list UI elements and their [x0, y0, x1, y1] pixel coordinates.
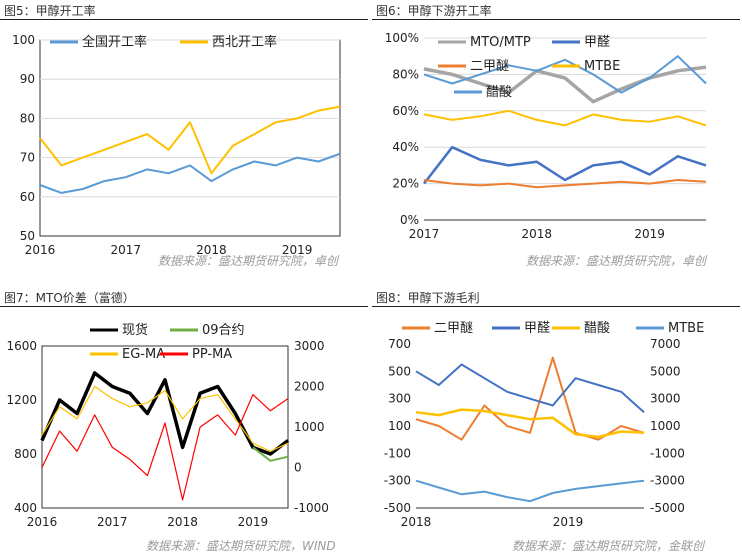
y2-tick-label: -1000 — [650, 446, 685, 460]
plot-frame — [41, 345, 289, 509]
y2-tick-label: -1000 — [294, 501, 329, 515]
panel-title: 图5：甲醇开工率 — [4, 4, 96, 18]
y-tick-label: 80 — [20, 111, 35, 125]
y-tick-label: 40% — [392, 140, 419, 154]
x-tick-label: 2017 — [110, 243, 141, 257]
series-line — [415, 408, 645, 439]
x-tick-label: 2016 — [25, 243, 56, 257]
y-tick-label: 50 — [20, 229, 35, 243]
chart-p8: -500 -300 -100 100 300 500 700 -5000 -3000 -1000 1… — [384, 320, 705, 529]
y-tick-label: 70 — [20, 151, 35, 165]
legend-label: 甲醛 — [524, 320, 550, 336]
series-line — [39, 152, 341, 194]
series-line — [40, 371, 290, 456]
y-tick-label: 60% — [392, 104, 419, 118]
series-line — [41, 385, 289, 452]
x-tick-label: 2019 — [238, 515, 269, 529]
data-source: 数据来源：盛达期货研究院，WIND — [146, 539, 336, 553]
y-tick-label: 500 — [388, 364, 411, 378]
legend-label: 西北开工率 — [212, 34, 277, 50]
series-line — [415, 363, 645, 414]
legend-label: 二甲醚 — [470, 59, 509, 74]
y-tick-label: 0% — [400, 213, 419, 227]
legend-label: 全国开工率 — [82, 34, 147, 50]
y2-tick-label: 7000 — [650, 337, 681, 351]
panel-title: 图7：MTO价差（富德） — [4, 291, 135, 305]
x-tick-label: 2018 — [522, 227, 553, 241]
series-line — [41, 394, 289, 501]
panel-title: 图8：甲醇下游毛利 — [376, 291, 480, 305]
y2-tick-label: 3000 — [294, 339, 325, 353]
chart-p7: 400 800 1200 1600 -1000 0 1000 2000 3000 2016 2017… — [6, 322, 329, 529]
chart-p6: 0% 20% 40% 60% 80% 100% 2017 2018 2019 MTO/MTP 甲醛二… — [385, 31, 707, 241]
series-line — [423, 55, 707, 94]
y-tick-label: 100% — [385, 31, 419, 45]
legend-label: 现货 — [122, 322, 148, 338]
title-rule — [372, 306, 740, 307]
y2-tick-label: 0 — [294, 461, 302, 475]
chart-p5: 50 60 70 80 90 100 2016 2017 2018 2019 全国开工率 西北开工率 — [12, 33, 341, 257]
y2-tick-label: 1000 — [294, 420, 325, 434]
series-line — [423, 65, 707, 104]
x-tick-label: 2019 — [634, 227, 665, 241]
plot-frame — [39, 39, 341, 237]
y-tick-label: -300 — [384, 474, 411, 488]
y-tick-label: 800 — [14, 447, 37, 461]
y-tick-label: -100 — [384, 446, 411, 460]
series-line — [423, 179, 707, 189]
y-tick-label: -500 — [384, 501, 411, 515]
legend-label: MTO/MTP — [470, 35, 531, 50]
legend-label: 醋酸 — [584, 320, 610, 336]
data-source: 数据来源：盛达期货研究院，卓创 — [526, 254, 707, 268]
title-rule — [0, 306, 368, 307]
title-rule — [372, 19, 740, 20]
y2-tick-label: 3000 — [650, 392, 681, 406]
data-source: 数据来源：盛达期货研究院，卓创 — [158, 254, 339, 268]
x-tick-label: 2019 — [553, 515, 584, 529]
data-source: 数据来源：盛达期货研究院，金联创 — [512, 539, 705, 553]
x-tick-label: 2017 — [409, 227, 440, 241]
legend-label: 甲醛 — [584, 34, 610, 50]
y-tick-label: 400 — [14, 501, 37, 515]
x-tick-label: 2018 — [401, 515, 432, 529]
y-tick-label: 100 — [12, 33, 35, 47]
series-line — [423, 109, 707, 127]
x-tick-label: 2019 — [282, 243, 313, 257]
legend-label: 醋酸 — [486, 84, 512, 100]
y-tick-label: 60 — [20, 190, 35, 204]
legend-label: 09合约 — [202, 323, 245, 338]
legend-label: 二甲醚 — [434, 321, 473, 336]
y-tick-label: 80% — [392, 67, 419, 81]
y-tick-label: 20% — [392, 177, 419, 191]
series-line — [39, 105, 341, 175]
x-tick-label: 2018 — [196, 243, 227, 257]
y-tick-label: 300 — [388, 392, 411, 406]
series-line — [415, 479, 645, 503]
y-tick-label: 700 — [388, 337, 411, 351]
y2-tick-label: 5000 — [650, 364, 681, 378]
y2-tick-label: 1000 — [650, 419, 681, 433]
series-line — [252, 446, 289, 462]
y-tick-label: 100 — [388, 419, 411, 433]
y-tick-label: 1600 — [6, 339, 37, 353]
y2-tick-label: -5000 — [650, 501, 685, 515]
legend-label: PP-MA — [192, 347, 232, 362]
x-tick-label: 2018 — [167, 515, 198, 529]
y2-tick-label: -3000 — [650, 474, 685, 488]
series-line — [423, 145, 707, 185]
x-tick-label: 2016 — [27, 515, 58, 529]
y2-tick-label: 2000 — [294, 380, 325, 394]
panel-title: 图6：甲醇下游开工率 — [376, 4, 492, 18]
legend-label: MTBE — [668, 321, 704, 336]
y-tick-label: 1200 — [6, 393, 37, 407]
legend-label: EG-MA — [122, 347, 165, 362]
y-tick-label: 90 — [20, 72, 35, 86]
x-tick-label: 2017 — [97, 515, 128, 529]
legend-label: MTBE — [584, 59, 620, 74]
title-rule — [0, 19, 368, 20]
